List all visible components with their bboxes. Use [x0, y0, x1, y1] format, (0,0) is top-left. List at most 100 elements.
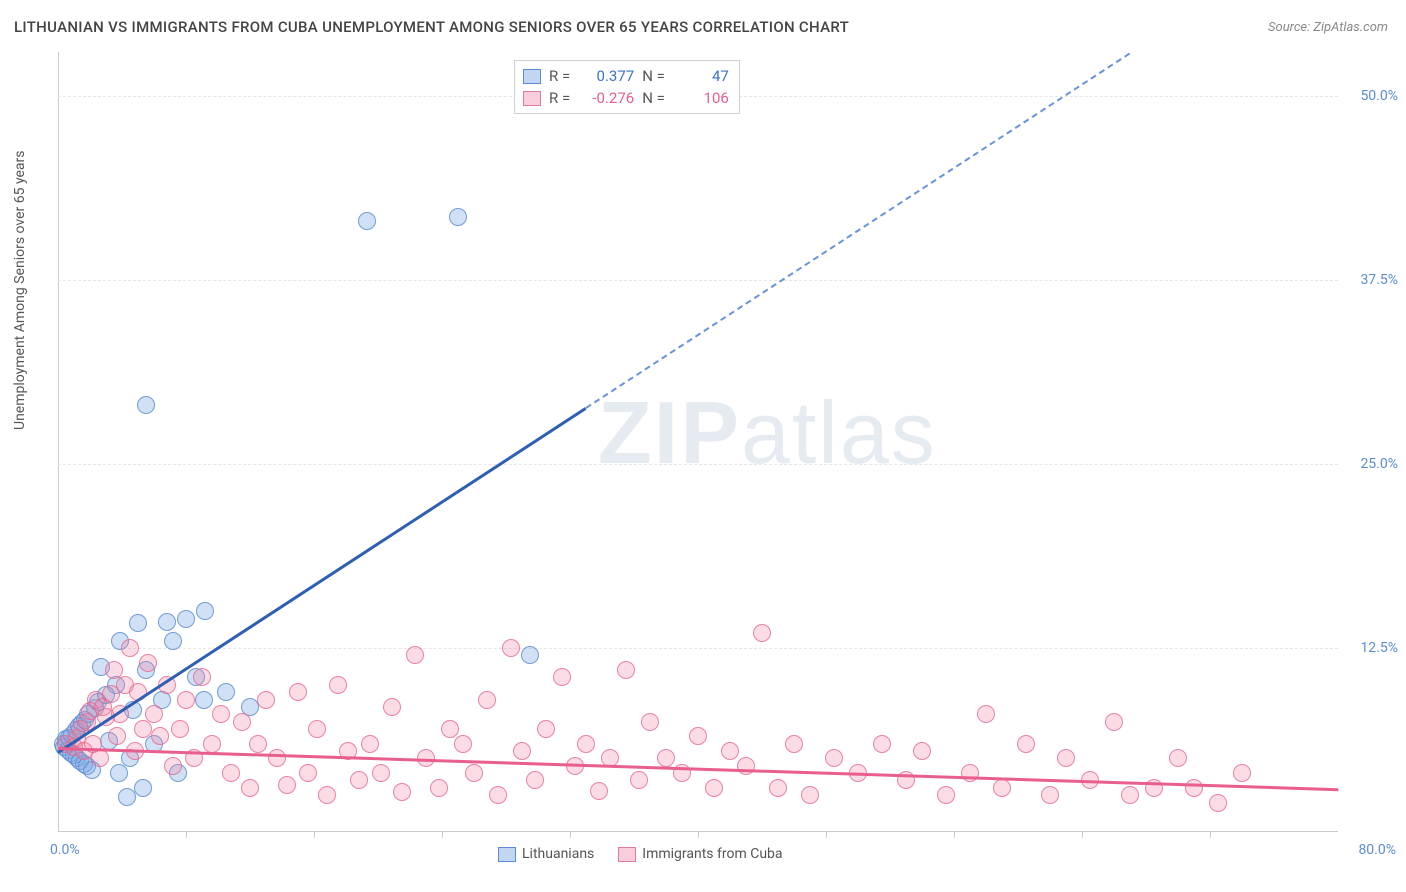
data-point — [489, 786, 507, 804]
x-minor-tick — [698, 832, 699, 838]
data-point — [689, 727, 707, 745]
data-point — [249, 735, 267, 753]
x-minor-tick — [442, 832, 443, 838]
data-point — [705, 779, 723, 797]
x-minor-tick — [570, 832, 571, 838]
data-point — [299, 764, 317, 782]
x-minor-tick — [954, 832, 955, 838]
data-point — [241, 779, 259, 797]
y-tick-label: 37.5% — [1343, 272, 1398, 288]
y-tick-label: 12.5% — [1343, 640, 1398, 656]
data-point — [91, 749, 109, 767]
y-axis-label: Unemployment Among Seniors over 65 years — [12, 151, 28, 431]
data-point — [203, 735, 221, 753]
swatch-icon — [523, 91, 541, 106]
x-origin-label: 0.0% — [50, 842, 80, 858]
swatch-icon — [523, 69, 541, 84]
x-minor-tick — [186, 832, 187, 838]
data-point — [993, 779, 1011, 797]
data-point — [158, 613, 176, 631]
n-value: 47 — [673, 65, 729, 87]
y-tick-label: 50.0% — [1343, 88, 1398, 104]
source-attribution: Source: ZipAtlas.com — [1268, 20, 1388, 35]
data-point — [177, 610, 195, 628]
legend-item-cuba: Immigrants from Cuba — [618, 846, 782, 862]
data-point — [383, 698, 401, 716]
chart-title: LITHUANIAN VS IMMIGRANTS FROM CUBA UNEMP… — [14, 18, 849, 36]
gridline — [58, 464, 1338, 465]
data-point — [257, 691, 275, 709]
data-point — [454, 735, 472, 753]
data-point — [222, 764, 240, 782]
data-point — [217, 683, 235, 701]
series-legend: Lithuanians Immigrants from Cuba — [498, 846, 783, 862]
data-point — [129, 614, 147, 632]
data-point — [137, 396, 155, 414]
data-point — [372, 764, 390, 782]
data-point — [1105, 713, 1123, 731]
data-point — [1041, 786, 1059, 804]
data-point — [1185, 779, 1203, 797]
x-minor-tick — [826, 832, 827, 838]
data-point — [873, 735, 891, 753]
watermark: ZIPatlas — [598, 382, 937, 484]
swatch-icon — [618, 847, 636, 862]
data-point — [537, 720, 555, 738]
data-point — [1209, 794, 1227, 812]
n-value: 106 — [673, 87, 729, 109]
data-point — [502, 639, 520, 657]
x-end-label: 80.0% — [1358, 842, 1396, 858]
data-point — [441, 720, 459, 738]
data-point — [937, 786, 955, 804]
y-tick-label: 25.0% — [1343, 456, 1398, 472]
data-point — [801, 786, 819, 804]
data-point — [278, 776, 296, 794]
data-point — [1017, 735, 1035, 753]
data-point — [641, 713, 659, 731]
data-point — [630, 771, 648, 789]
data-point — [721, 742, 739, 760]
swatch-icon — [498, 847, 516, 862]
data-point — [134, 720, 152, 738]
data-point — [308, 720, 326, 738]
data-point — [430, 779, 448, 797]
data-point — [1169, 749, 1187, 767]
n-label: N = — [642, 65, 665, 87]
data-point — [406, 646, 424, 664]
data-point — [553, 668, 571, 686]
data-point — [151, 727, 169, 745]
r-label: R = — [549, 65, 570, 87]
data-point — [196, 602, 214, 620]
correlation-stats-box: R = 0.377 N = 47 R = -0.276 N = 106 — [514, 60, 740, 114]
gridline — [58, 648, 1338, 649]
data-point — [913, 742, 931, 760]
data-point — [233, 713, 251, 731]
data-point — [769, 779, 787, 797]
trend-line — [57, 407, 587, 754]
data-point — [177, 691, 195, 709]
data-point — [1233, 764, 1251, 782]
data-point — [977, 705, 995, 723]
chart-plot-area: ZIPatlas 12.5%25.0%37.5%50.0% R = 0.377 … — [58, 52, 1338, 832]
data-point — [164, 632, 182, 650]
data-point — [195, 691, 213, 709]
data-point — [478, 691, 496, 709]
data-point — [121, 639, 139, 657]
data-point — [108, 727, 126, 745]
data-point — [212, 705, 230, 723]
stats-row-lithuanians: R = 0.377 N = 47 — [523, 65, 729, 87]
watermark-light: atlas — [741, 383, 937, 482]
data-point — [171, 720, 189, 738]
data-point — [289, 683, 307, 701]
data-point — [785, 735, 803, 753]
data-point — [145, 705, 163, 723]
data-point — [193, 668, 211, 686]
y-axis-line — [58, 52, 59, 832]
data-point — [110, 764, 128, 782]
data-point — [329, 676, 347, 694]
data-point — [513, 742, 531, 760]
data-point — [1057, 749, 1075, 767]
x-minor-tick — [1082, 832, 1083, 838]
data-point — [449, 208, 467, 226]
data-point — [393, 783, 411, 801]
